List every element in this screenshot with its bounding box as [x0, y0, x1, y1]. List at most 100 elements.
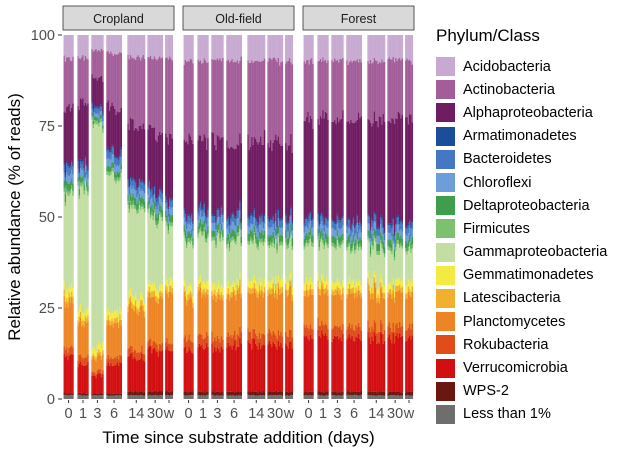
bar-segment	[197, 212, 199, 221]
bar-segment	[166, 390, 168, 395]
bar-segment	[119, 164, 121, 172]
bar-segment	[170, 58, 172, 134]
bar-segment	[326, 276, 328, 285]
bar-segment	[249, 62, 252, 147]
bar-segment	[107, 147, 110, 150]
bar-segment	[391, 293, 393, 299]
bar-segment	[322, 395, 324, 399]
bar-segment	[324, 111, 327, 217]
bar-segment	[356, 35, 359, 60]
bar-segment	[369, 246, 372, 254]
bar-segment	[64, 177, 67, 186]
bar-segment	[400, 235, 402, 243]
bar-segment	[133, 179, 136, 182]
bar-segment	[226, 336, 228, 348]
bar-segment	[218, 349, 220, 392]
bar-segment	[222, 137, 224, 214]
bar-segment	[114, 157, 116, 165]
bar-segment	[153, 347, 156, 391]
bar-segment	[240, 236, 242, 244]
bar-segment	[169, 392, 171, 396]
bar-segment	[323, 239, 325, 246]
bar-segment	[129, 395, 132, 399]
bar-segment	[201, 35, 203, 64]
bar-segment	[272, 224, 274, 232]
bar-segment	[347, 217, 350, 220]
legend-label: WPS-2	[463, 383, 509, 400]
bar-segment	[318, 239, 321, 248]
bar-segment	[372, 230, 374, 239]
bar-segment	[134, 358, 137, 392]
x-tick-label: w	[163, 406, 175, 422]
bar-segment	[216, 347, 219, 392]
bar-segment	[346, 247, 348, 251]
bar-segment	[165, 210, 167, 218]
bar-segment	[319, 289, 322, 296]
bar-segment	[72, 347, 74, 355]
bar-segment	[114, 53, 116, 109]
bar-segment	[214, 214, 216, 217]
bar-segment	[279, 235, 281, 243]
bar-segment	[254, 395, 257, 399]
bar-segment	[71, 160, 73, 163]
bar-segment	[317, 214, 319, 222]
bar-segment	[187, 242, 189, 287]
bar-segment	[355, 239, 357, 247]
bar-segment	[100, 106, 103, 112]
bar-segment	[374, 230, 377, 239]
bar-segment	[134, 190, 137, 199]
bar-segment	[312, 391, 314, 396]
bar-segment	[131, 391, 133, 396]
bar-segment	[400, 395, 402, 399]
bar-segment	[369, 59, 372, 123]
bar-segment	[393, 343, 396, 392]
bar-segment	[308, 215, 310, 224]
bar-segment	[132, 204, 134, 297]
x-tick-label: 3	[333, 406, 341, 422]
time-group-bars	[267, 35, 284, 399]
bar-segment	[286, 222, 288, 225]
bar-segment	[78, 316, 81, 323]
bar-segment	[147, 395, 149, 399]
bar-segment	[232, 292, 235, 335]
bar-segment	[235, 391, 237, 396]
bar-segment	[108, 359, 111, 366]
bar-segment	[247, 278, 249, 287]
bar-segment	[350, 243, 352, 251]
bar-segment	[234, 35, 236, 62]
bar-segment	[317, 212, 319, 215]
bar-segment	[378, 35, 381, 62]
bar-segment	[275, 228, 277, 236]
bar-segment	[136, 203, 138, 211]
bar-segment	[338, 228, 340, 237]
bar-segment	[222, 395, 224, 399]
bar-segment	[335, 336, 337, 393]
bar-segment	[372, 329, 374, 341]
bar-segment	[102, 113, 104, 116]
bar-segment	[405, 341, 407, 393]
bar-segment	[218, 208, 220, 210]
bar-segment	[281, 61, 284, 146]
bar-segment	[119, 306, 121, 315]
bar-segment	[151, 127, 153, 188]
bar-segment	[395, 231, 397, 240]
bar-segment	[261, 333, 263, 346]
bar-segment	[260, 391, 262, 396]
bar-segment	[72, 296, 74, 304]
bar-segment	[156, 35, 158, 61]
bar-segment	[307, 395, 309, 399]
bar-segment	[69, 193, 72, 288]
bar-segment	[262, 219, 265, 222]
bar-segment	[216, 235, 219, 286]
bar-segment	[357, 391, 360, 396]
bar-segment	[312, 329, 314, 340]
bar-segment	[214, 35, 216, 60]
bar-segment	[160, 296, 162, 345]
bar-segment	[128, 391, 131, 396]
bar-segment	[100, 122, 103, 349]
bar-segment	[287, 248, 290, 283]
bar-segment	[189, 243, 192, 283]
bar-segment	[184, 283, 187, 291]
bar-segment	[261, 222, 263, 231]
bar-segment	[303, 35, 305, 62]
